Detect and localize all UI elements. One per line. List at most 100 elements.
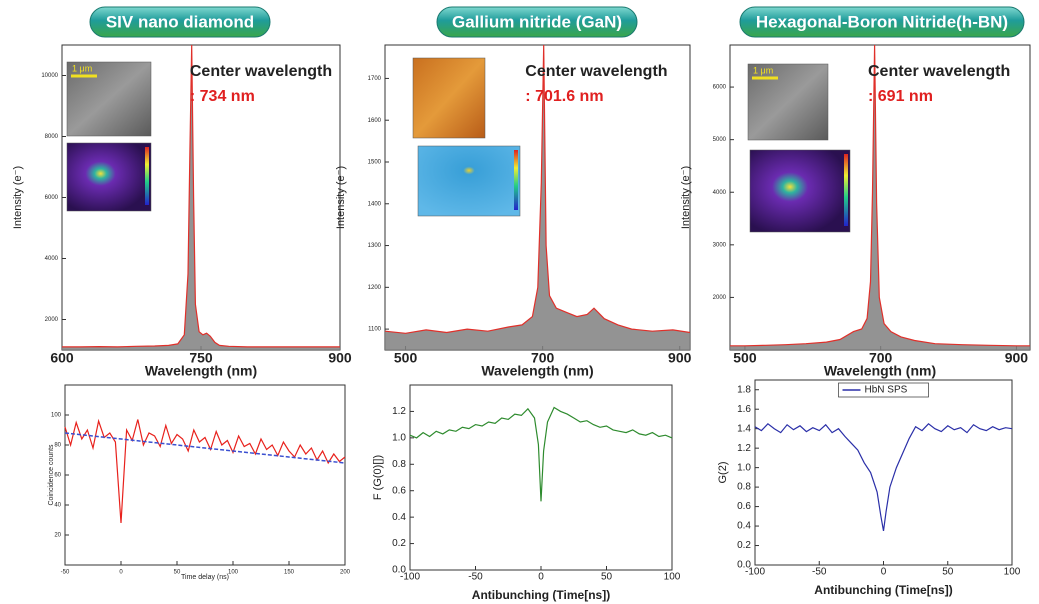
x-tick-label: 900	[1005, 350, 1029, 366]
legend-box	[838, 382, 929, 398]
y-tick-label: 8000	[45, 134, 59, 140]
scale-label: 1 μm	[72, 63, 92, 73]
x-tick-label: 50	[942, 567, 954, 578]
x-tick-label: 600	[50, 350, 74, 366]
inset-image	[66, 61, 152, 137]
x-tick-label: -50	[61, 570, 70, 576]
line	[64, 418, 346, 524]
x-tick-label: -50	[468, 572, 483, 583]
inset-image	[747, 63, 829, 141]
x-tick-label: 700	[869, 350, 893, 366]
x-axis-label: Antibunching (Time[ns])	[814, 583, 952, 597]
y-tick-label: 1.4	[737, 423, 751, 434]
line	[62, 44, 340, 348]
annotation: Center wavelength	[868, 63, 1010, 80]
inset-colorbar	[844, 154, 848, 226]
y-axis-label: Coincidence counts	[48, 444, 55, 506]
line	[730, 44, 1030, 347]
x-tick-label: 900	[328, 350, 352, 366]
annotation-value: : 701.6 nm	[525, 88, 603, 105]
x-tick-label: 0	[538, 572, 544, 583]
plot-frame	[754, 379, 1013, 566]
y-tick-label: 20	[54, 533, 61, 539]
annotation: Center wavelength	[525, 63, 667, 80]
annotation: Center wavelength	[190, 63, 332, 80]
y-tick-label: 1.8	[737, 384, 751, 395]
x-tick-label: 750	[189, 350, 213, 366]
y-tick-label: 1.6	[737, 404, 751, 415]
title-pill	[739, 6, 1025, 38]
annotation-value: : 691 nm	[868, 88, 933, 105]
y-tick-label: 1200	[368, 285, 382, 291]
y-tick-label: 3000	[713, 242, 727, 248]
x-tick-label: 100	[228, 570, 239, 576]
plot-frame	[409, 384, 673, 571]
y-tick-label: 1500	[368, 160, 382, 166]
line	[409, 406, 673, 502]
x-tick-label: 900	[668, 350, 692, 366]
y-tick-label: 80	[54, 443, 61, 449]
scale-label: 1 μm	[753, 65, 773, 75]
x-axis-label: Wavelength (nm)	[481, 363, 593, 379]
x-tick-label: 50	[174, 570, 181, 576]
x-tick-label: 100	[1004, 567, 1021, 578]
inset-colorbar	[514, 150, 518, 210]
plot-frame	[64, 384, 346, 566]
x-axis-label: Wavelength (nm)	[824, 363, 936, 379]
y-tick-label: 1300	[368, 243, 382, 249]
y-tick-label: 1.0	[392, 432, 406, 443]
y-tick-label: 4000	[45, 256, 59, 262]
inset-image	[417, 145, 521, 217]
x-tick-label: 500	[394, 350, 418, 366]
inset-image	[66, 142, 152, 212]
y-axis-label: F (G(0)[])	[372, 455, 384, 500]
y-tick-label: 0.4	[392, 512, 406, 523]
y-tick-label: 2000	[45, 317, 59, 323]
y-tick-label: 0.6	[392, 485, 406, 496]
panel-title: Gallium nitride (GaN)	[452, 12, 622, 31]
x-tick-label: -100	[400, 572, 420, 583]
x-tick-label: 700	[531, 350, 555, 366]
y-tick-label: 1100	[368, 327, 382, 333]
title-pill	[89, 6, 271, 38]
panel-title: Hexagonal-Boron Nitride(h-BN)	[756, 12, 1008, 31]
y-tick-label: 2000	[713, 295, 727, 301]
y-tick-label: 6000	[713, 85, 727, 91]
y-tick-label: 0.2	[737, 540, 751, 551]
x-tick-label: 0	[881, 567, 887, 578]
y-tick-label: 4000	[713, 190, 727, 196]
inset-colorbar	[145, 147, 149, 205]
legend-label: HbN SPS	[865, 385, 908, 396]
y-tick-label: 40	[54, 503, 61, 509]
y-tick-label: 0.4	[737, 521, 751, 532]
x-axis-label: Wavelength (nm)	[145, 363, 257, 379]
y-tick-label: 1400	[368, 201, 382, 207]
panel-title: SIV nano diamond	[106, 12, 254, 31]
x-tick-label: -50	[812, 567, 827, 578]
y-tick-label: 1600	[368, 118, 382, 124]
y-tick-label: 1.2	[392, 406, 406, 417]
y-tick-label: 100	[51, 413, 62, 419]
y-tick-label: 0.8	[737, 482, 751, 493]
y-tick-label: 1700	[368, 76, 382, 82]
y-tick-label: 60	[54, 473, 61, 479]
y-tick-label: 0.6	[737, 501, 751, 512]
inset-image	[412, 57, 486, 139]
y-tick-label: 1.0	[737, 462, 751, 473]
y-axis-label: G(2)	[717, 462, 729, 484]
y-axis-label: Intensity (e⁻)	[335, 166, 347, 229]
y-axis-label: Intensity (e⁻)	[12, 166, 24, 229]
x-tick-label: -100	[745, 567, 765, 578]
line	[64, 432, 346, 464]
x-axis-label: Antibunching (Time[ns])	[472, 588, 610, 602]
x-tick-label: 100	[664, 572, 681, 583]
x-tick-label: 50	[601, 572, 613, 583]
annotation-value: : 734 nm	[190, 88, 255, 105]
x-tick-label: 200	[340, 570, 351, 576]
y-tick-label: 6000	[45, 195, 59, 201]
y-tick-label: 0.2	[392, 538, 406, 549]
x-axis-label: Time delay (ns)	[181, 574, 229, 581]
y-tick-label: 5000	[713, 137, 727, 143]
line	[384, 44, 691, 334]
